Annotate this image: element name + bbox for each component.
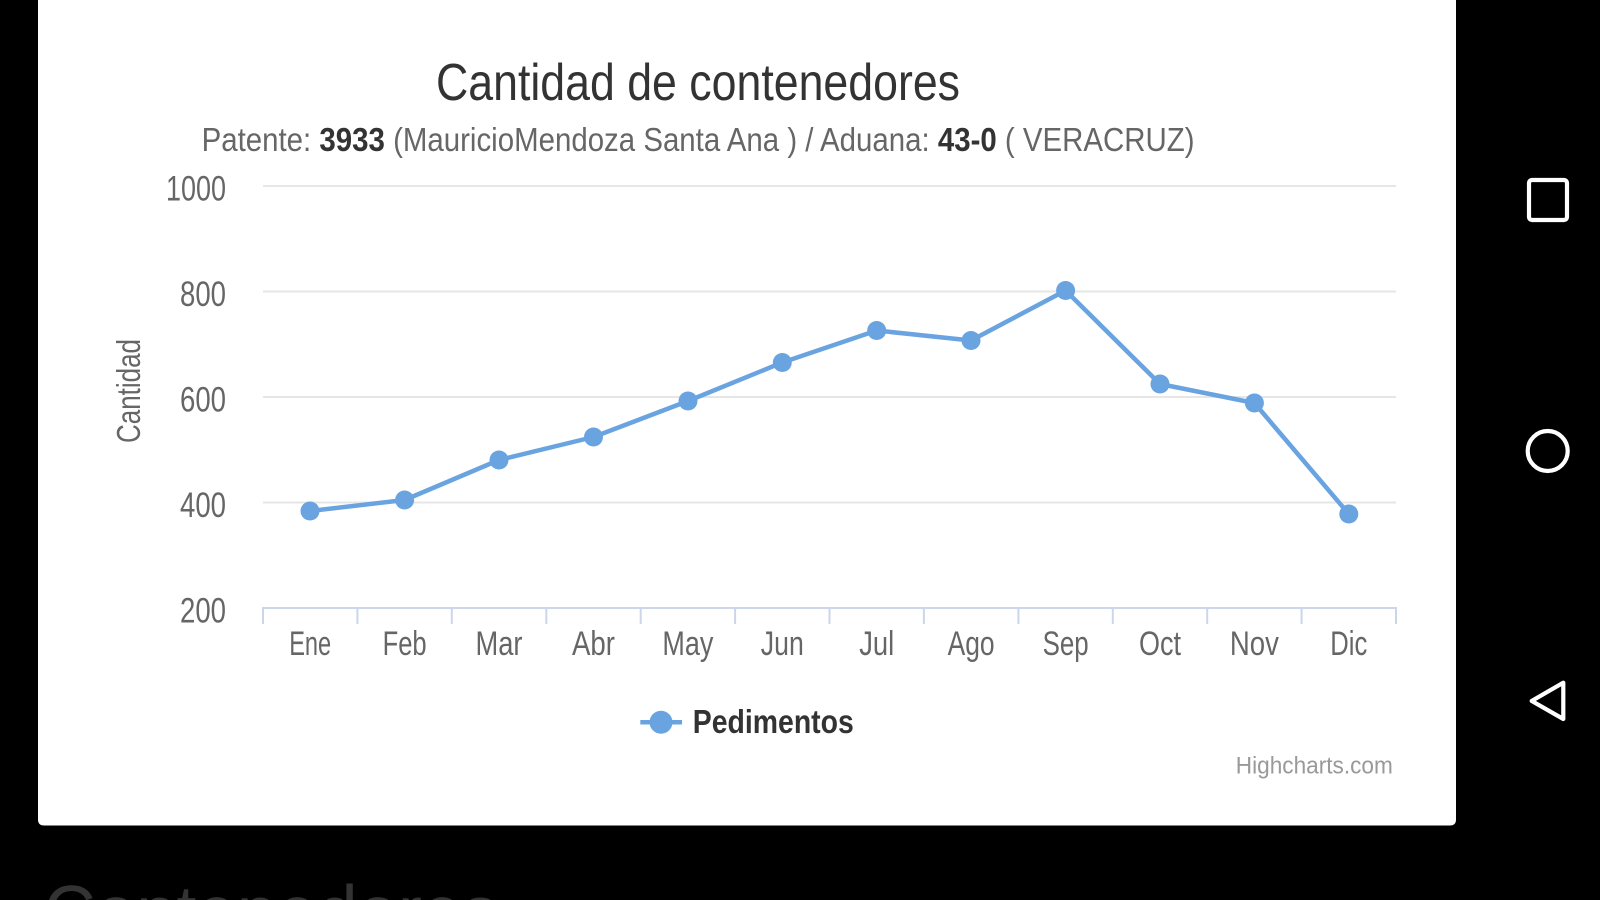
svg-text:Abr: Abr: [572, 625, 615, 663]
svg-text:Mar: Mar: [476, 625, 523, 663]
svg-text:800: 800: [180, 275, 226, 314]
svg-text:Highcharts.com: Highcharts.com: [1236, 753, 1393, 780]
svg-text:Oct: Oct: [1139, 625, 1181, 663]
svg-text:400: 400: [180, 486, 226, 525]
svg-text:200: 200: [180, 592, 226, 631]
svg-text:Sep: Sep: [1043, 625, 1089, 663]
svg-text:1000: 1000: [166, 170, 226, 209]
svg-text:Contenedores: Contenedores: [44, 870, 499, 900]
svg-text:Jun: Jun: [761, 625, 804, 663]
svg-text:600: 600: [180, 381, 226, 420]
svg-text:Feb: Feb: [383, 625, 427, 663]
svg-text:Pedimentos: Pedimentos: [693, 703, 854, 740]
svg-text:Ago: Ago: [948, 625, 995, 663]
svg-text:Nov: Nov: [1230, 625, 1279, 663]
svg-text:Cantidad de contenedores: Cantidad de contenedores: [436, 54, 960, 112]
svg-text:Patente: 3933 (MauricioMendoza: Patente: 3933 (MauricioMendoza Santa Ana…: [202, 121, 1195, 158]
svg-text:Jul: Jul: [859, 625, 894, 663]
svg-text:Cantidad: Cantidad: [110, 339, 147, 443]
svg-text:May: May: [662, 625, 713, 663]
svg-text:Dic: Dic: [1330, 625, 1367, 663]
svg-text:Ene: Ene: [289, 625, 331, 663]
